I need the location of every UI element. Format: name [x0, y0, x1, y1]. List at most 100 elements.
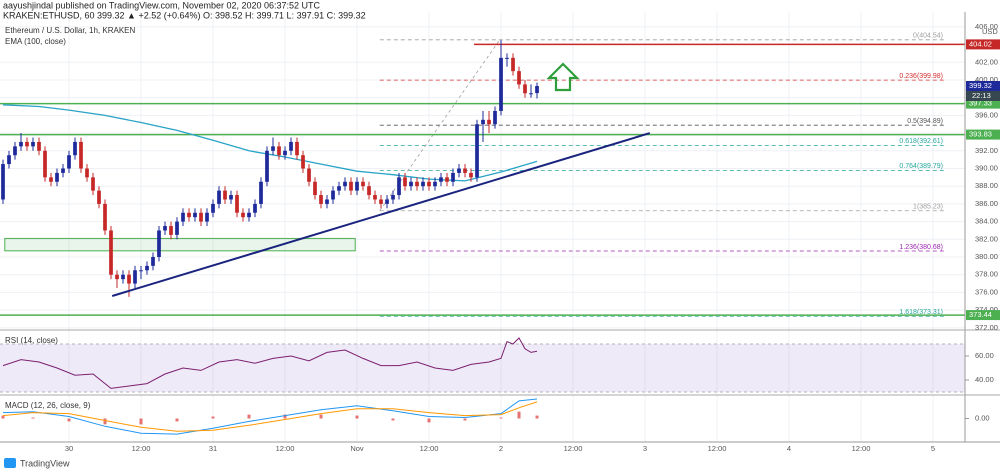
candle-body [469, 172, 473, 178]
candle-body [1, 164, 5, 200]
fib-label: 0.5(394.89) [907, 118, 943, 125]
trendline [111, 132, 651, 297]
rsi-tick-label: 60.00 [975, 351, 994, 360]
macd-hist-bar [535, 415, 539, 419]
price-badge-label: 373.44 [969, 310, 992, 319]
candle-body [193, 212, 197, 218]
candle-body [415, 181, 419, 187]
logo-icon [4, 458, 16, 468]
candle-body [535, 85, 539, 94]
candle-body [181, 212, 185, 222]
countdown-label: 22:13 [972, 91, 991, 100]
candle-body [175, 221, 179, 235]
candle-body [523, 84, 527, 94]
candle-body [517, 71, 521, 85]
publisher: aayushjindal published on TradingView.co… [3, 0, 321, 10]
y-tick-label: 386.00 [975, 199, 998, 208]
candle-body [169, 226, 173, 235]
candle-body [421, 181, 425, 187]
price-badge [966, 98, 1000, 109]
candle-body [439, 177, 443, 182]
x-tick-label: 4 [787, 444, 791, 453]
price-badge-label: 404.02 [969, 39, 992, 48]
y-tick-label: 400.00 [975, 75, 998, 84]
candle-body [157, 230, 161, 258]
macd-hist-bar [31, 417, 35, 419]
x-tick-label: 12:00 [420, 444, 439, 453]
candle-body [427, 181, 431, 187]
candle-body [385, 199, 389, 204]
candle-body [445, 177, 449, 182]
macd-hist-bar [319, 414, 323, 419]
rsi-tick-label: 40.00 [975, 375, 994, 384]
x-tick-label: 12:00 [564, 444, 583, 453]
candle-body [361, 181, 365, 187]
candle-body [319, 195, 323, 204]
candle-body [403, 177, 407, 187]
candle-body [85, 168, 89, 178]
fib-label: 1(385.23) [913, 204, 943, 211]
candle-body [139, 270, 143, 272]
macd-line [2, 398, 538, 435]
y-tick-label: 380.00 [975, 252, 998, 261]
fib-anchor-line [379, 39, 501, 211]
candle-body [67, 155, 71, 169]
fib-label: 0.618(392.61) [899, 138, 943, 145]
candle-body [277, 146, 281, 156]
macd-title: MACD (12, 26, close, 9) [5, 401, 91, 410]
candle-body [379, 199, 383, 204]
support-box [4, 237, 356, 252]
candle-body [229, 195, 233, 200]
currency: USD [982, 27, 998, 36]
candle-body [367, 186, 371, 196]
candle-body [499, 57, 503, 111]
price-badge-label: 393.83 [969, 130, 992, 139]
candle-body [55, 172, 59, 182]
fib-label: 0.236(399.98) [899, 73, 943, 80]
candle-body [163, 226, 167, 231]
price-badge-label: 397.33 [969, 99, 992, 108]
macd-hist-bar [391, 418, 395, 421]
rsi-line [2, 337, 538, 389]
candle-body [433, 181, 437, 187]
y-tick-label: 390.00 [975, 163, 998, 172]
macd-hist-bar [139, 418, 143, 425]
candle-body [409, 181, 413, 187]
footer-brand: TradingView [20, 458, 70, 468]
candle-body [331, 190, 335, 200]
candle-body [97, 190, 101, 204]
y-tick-label: 372.00 [975, 323, 998, 332]
x-tick-label: 2 [499, 444, 503, 453]
x-tick-label: 12:00 [852, 444, 871, 453]
candle-body [91, 177, 95, 191]
x-tick-label: 3 [643, 444, 647, 453]
macd-hist-bar [211, 416, 215, 419]
candle-body [223, 190, 227, 200]
candle-body [397, 177, 401, 196]
price-badge [966, 310, 1000, 321]
candle-body [349, 181, 353, 191]
candle-body [481, 119, 485, 125]
candle-body [235, 195, 239, 213]
macd-hist-bar [427, 418, 431, 423]
candle-body [355, 181, 359, 191]
candle-body [7, 155, 11, 165]
candle-body [391, 195, 395, 200]
candle-body [211, 203, 215, 213]
macd-hist-bar [499, 417, 503, 419]
candle-body [145, 265, 149, 271]
candle-body [199, 212, 203, 222]
x-tick-label: 12:00 [276, 444, 295, 453]
signal-line [2, 401, 538, 432]
candle-body [205, 212, 209, 222]
candle-body [151, 257, 155, 266]
candle-body [61, 168, 65, 173]
up-arrow [546, 62, 580, 92]
candle-body [511, 57, 515, 72]
candle-body [325, 199, 329, 204]
macd-tick-label: 0.00 [975, 413, 990, 422]
candle-body [109, 230, 113, 275]
candle-body [505, 57, 509, 59]
y-tick-label: 406.00 [975, 22, 998, 31]
